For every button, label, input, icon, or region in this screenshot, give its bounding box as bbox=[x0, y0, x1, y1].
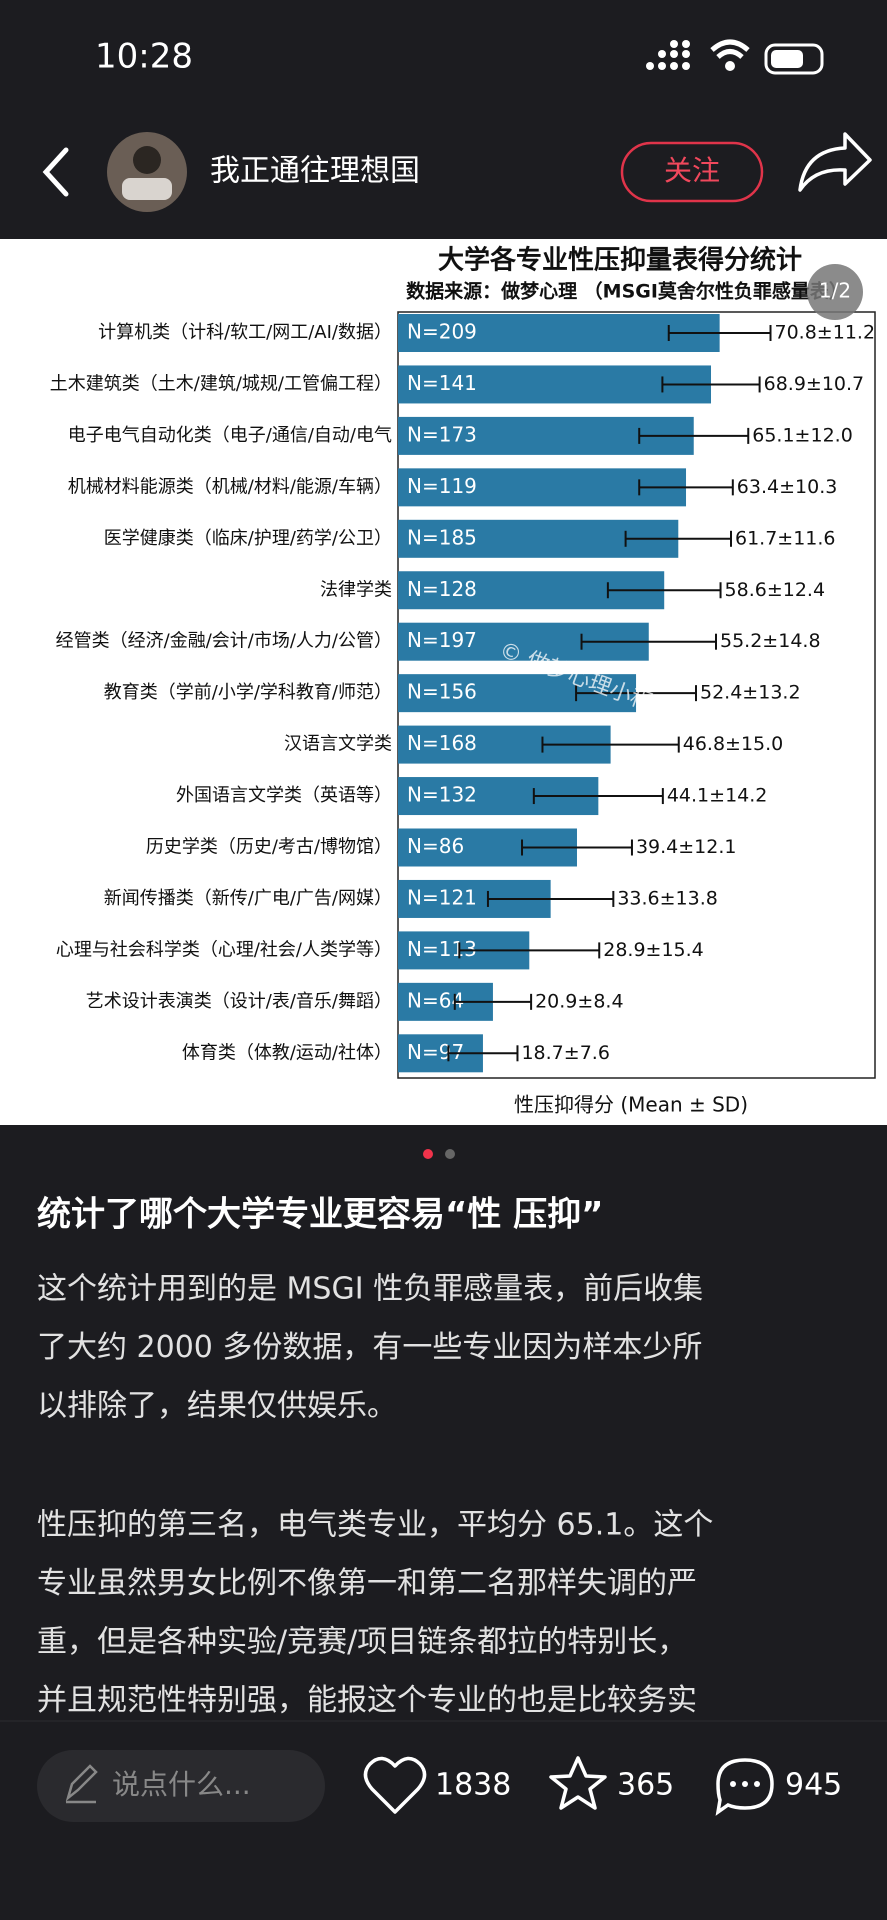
image-counter-badge bbox=[807, 264, 863, 320]
post-line: 专业虽然男女比例不像第一和第二名那样失调的严 bbox=[37, 1566, 697, 1601]
comment-dot bbox=[742, 1781, 748, 1787]
category-label: 计算机类（计科/软工/网工/AI/数据） bbox=[98, 322, 392, 343]
pencil-icon bbox=[65, 1764, 98, 1804]
category-label: 医学健康类（临床/护理/药学/公卫） bbox=[104, 528, 392, 549]
value-label: 28.9±15.4 bbox=[603, 939, 704, 961]
category-label: 新闻传播类（新传/广电/广告/网媒） bbox=[104, 888, 392, 909]
value-label: 63.4±10.3 bbox=[737, 476, 838, 498]
category-label: 土木建筑类（土木/建筑/城规/工管偏工程） bbox=[50, 373, 392, 394]
value-label: 58.6±12.4 bbox=[725, 579, 826, 601]
bars: 计算机类（计科/软工/网工/AI/数据） N=209 70.8±11.2 土木建筑类（… bbox=[50, 314, 876, 1073]
post-line: 了大约 2000 多份数据，有一些专业因为样本少所 bbox=[37, 1330, 702, 1365]
category-label: 外国语言文学类（英语等） bbox=[176, 785, 392, 806]
n-label: N=119 bbox=[407, 474, 477, 498]
like-count: 1838 bbox=[435, 1768, 511, 1803]
n-label: N=173 bbox=[407, 422, 477, 446]
value-label: 68.9±10.7 bbox=[764, 373, 865, 395]
value-label: 20.9±8.4 bbox=[535, 990, 623, 1012]
category-label: 汉语言文学类 bbox=[284, 734, 392, 755]
category-label: 机械材料能源类（机械/材料/能源/车辆） bbox=[68, 476, 392, 497]
comment-placeholder[interactable]: 说点什么... bbox=[112, 1768, 251, 1801]
avatar-laptop bbox=[122, 178, 172, 200]
value-label: 52.4±13.2 bbox=[700, 682, 801, 704]
n-label: N=132 bbox=[407, 783, 477, 807]
n-label: N=185 bbox=[407, 525, 477, 549]
chart-title: 大学各专业性压抑量表得分统计 bbox=[438, 245, 802, 276]
post-title: 统计了哪个大学专业更容易“性 压抑” bbox=[37, 1195, 604, 1235]
n-label: N=156 bbox=[407, 680, 477, 704]
back-button[interactable] bbox=[42, 147, 69, 197]
author-name[interactable]: 我正通往理想国 bbox=[210, 154, 420, 189]
value-label: 65.1±12.0 bbox=[752, 424, 853, 446]
share-button[interactable] bbox=[798, 132, 872, 192]
wifi-icon bbox=[710, 39, 750, 59]
comment-dot bbox=[730, 1781, 736, 1787]
value-label: 46.8±15.0 bbox=[683, 733, 784, 755]
post-line: 并且规范性特别强，能报这个专业的也是比较务实 bbox=[37, 1683, 697, 1718]
category-label: 经管类（经济/金融/会计/市场/人力/公管） bbox=[56, 631, 392, 652]
signal-icon bbox=[646, 40, 690, 70]
value-label: 70.8±11.2 bbox=[775, 322, 876, 344]
n-label: N=86 bbox=[407, 834, 464, 858]
x-axis-label: 性压抑得分 (Mean ± SD) bbox=[514, 1093, 748, 1117]
n-label: N=197 bbox=[407, 628, 477, 652]
like-button[interactable] bbox=[363, 1756, 427, 1814]
n-label: N=209 bbox=[407, 320, 477, 344]
category-label: 心理与社会科学类（心理/社会/人类学等） bbox=[56, 939, 392, 960]
n-label: N=97 bbox=[407, 1040, 464, 1064]
image-counter: 1/2 bbox=[819, 279, 851, 303]
status-time: 10:28 bbox=[95, 37, 193, 77]
comment-button[interactable] bbox=[715, 1758, 774, 1816]
category-label: 法律学类 bbox=[320, 579, 392, 600]
comment-input[interactable] bbox=[37, 1750, 325, 1822]
n-label: N=168 bbox=[407, 731, 477, 755]
battery-icon bbox=[764, 43, 824, 75]
value-label: 18.7±7.6 bbox=[521, 1042, 609, 1064]
comment-count: 945 bbox=[785, 1768, 842, 1803]
bar bbox=[398, 365, 712, 404]
wifi-dot bbox=[725, 61, 735, 71]
value-label: 33.6±13.8 bbox=[617, 887, 718, 909]
comment-dot bbox=[754, 1781, 760, 1787]
category-label: 历史学类（历史/考古/博物馆） bbox=[146, 837, 392, 858]
bar bbox=[398, 468, 687, 507]
category-label: 艺术设计表演类（设计/表/音乐/舞蹈） bbox=[86, 991, 392, 1012]
avatar-figure bbox=[133, 146, 161, 174]
n-label: N=121 bbox=[407, 885, 477, 909]
bar bbox=[398, 314, 720, 352]
category-label: 教育类（学前/小学/学科教育/师范） bbox=[104, 682, 392, 703]
follow-button[interactable] bbox=[620, 141, 764, 203]
battery-level bbox=[771, 50, 803, 68]
n-label: N=128 bbox=[407, 577, 477, 601]
value-label: 61.7±11.6 bbox=[735, 527, 836, 549]
page-dot[interactable] bbox=[445, 1149, 455, 1159]
favorite-count: 365 bbox=[617, 1768, 674, 1803]
value-label: 55.2±14.8 bbox=[720, 630, 821, 652]
follow-label[interactable]: 关注 bbox=[664, 154, 720, 187]
post-line: 以排除了，结果仅供娱乐。 bbox=[37, 1389, 397, 1424]
category-label: 电子电气自动化类（电子/通信/自动/电气 bbox=[68, 425, 392, 446]
value-label: 44.1±14.2 bbox=[667, 785, 768, 807]
chart-subtitle: 数据来源：做梦心理 （MSGI莫舍尔性负罪感量表） bbox=[406, 280, 848, 303]
favorite-button[interactable] bbox=[549, 1756, 607, 1810]
page-dot-active[interactable] bbox=[423, 1149, 433, 1159]
post-line: 重，但是各种实验/竞赛/项目链条都拉的特别长， bbox=[37, 1625, 687, 1660]
n-label: N=113 bbox=[407, 937, 477, 961]
post-line: 性压抑的第三名，电气类专业，平均分 65.1。这个 bbox=[37, 1508, 713, 1543]
n-label: N=141 bbox=[407, 371, 477, 395]
post-line: 这个统计用到的是 MSGI 性负罪感量表，前后收集 bbox=[37, 1272, 703, 1307]
value-label: 39.4±12.1 bbox=[636, 836, 737, 858]
category-label: 体育类（体教/运动/社体） bbox=[182, 1042, 392, 1063]
